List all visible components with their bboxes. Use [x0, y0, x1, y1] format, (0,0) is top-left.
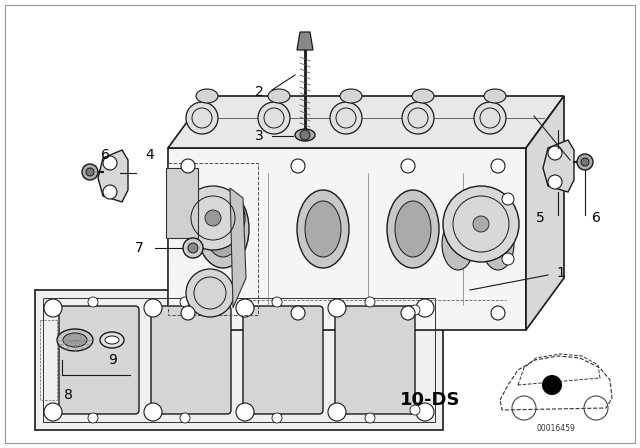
- Circle shape: [365, 413, 375, 423]
- Circle shape: [502, 193, 514, 205]
- Circle shape: [144, 403, 162, 421]
- Polygon shape: [526, 96, 564, 330]
- FancyBboxPatch shape: [59, 306, 139, 414]
- Circle shape: [291, 306, 305, 320]
- Circle shape: [328, 403, 346, 421]
- Circle shape: [416, 299, 434, 317]
- Ellipse shape: [340, 89, 362, 103]
- Ellipse shape: [412, 89, 434, 103]
- Circle shape: [291, 159, 305, 173]
- Circle shape: [186, 269, 234, 317]
- Polygon shape: [297, 32, 313, 50]
- Circle shape: [103, 156, 117, 170]
- Circle shape: [205, 210, 221, 226]
- Circle shape: [144, 299, 162, 317]
- Circle shape: [402, 102, 434, 134]
- FancyBboxPatch shape: [243, 306, 323, 414]
- Circle shape: [542, 375, 562, 395]
- Circle shape: [236, 403, 254, 421]
- Ellipse shape: [482, 218, 514, 270]
- Circle shape: [188, 243, 198, 253]
- Circle shape: [88, 413, 98, 423]
- Circle shape: [416, 403, 434, 421]
- Circle shape: [548, 175, 562, 189]
- FancyBboxPatch shape: [151, 306, 231, 414]
- Ellipse shape: [484, 89, 506, 103]
- Circle shape: [473, 216, 489, 232]
- Circle shape: [581, 158, 589, 166]
- Text: 8: 8: [63, 388, 72, 402]
- Circle shape: [491, 306, 505, 320]
- Ellipse shape: [105, 336, 119, 344]
- Ellipse shape: [100, 332, 124, 348]
- Circle shape: [491, 159, 505, 173]
- Circle shape: [88, 297, 98, 307]
- Text: 7: 7: [135, 241, 144, 255]
- Ellipse shape: [268, 89, 290, 103]
- Circle shape: [180, 297, 190, 307]
- Circle shape: [410, 305, 420, 315]
- Circle shape: [474, 102, 506, 134]
- Polygon shape: [543, 140, 574, 192]
- Text: 9: 9: [108, 353, 117, 367]
- Circle shape: [186, 102, 218, 134]
- Circle shape: [401, 159, 415, 173]
- Circle shape: [82, 164, 98, 180]
- Ellipse shape: [205, 201, 241, 257]
- Text: 6: 6: [101, 148, 110, 162]
- Circle shape: [44, 403, 62, 421]
- Circle shape: [180, 413, 190, 423]
- Circle shape: [272, 297, 282, 307]
- Ellipse shape: [387, 190, 439, 268]
- Text: 4: 4: [145, 148, 154, 162]
- Polygon shape: [98, 150, 128, 202]
- Circle shape: [548, 146, 562, 160]
- Circle shape: [183, 238, 203, 258]
- Circle shape: [181, 159, 195, 173]
- Circle shape: [443, 186, 519, 262]
- Circle shape: [258, 102, 290, 134]
- Ellipse shape: [63, 333, 87, 347]
- Ellipse shape: [197, 190, 249, 268]
- Circle shape: [410, 405, 420, 415]
- Circle shape: [181, 306, 195, 320]
- Circle shape: [236, 299, 254, 317]
- Circle shape: [328, 299, 346, 317]
- Circle shape: [44, 299, 62, 317]
- Circle shape: [401, 306, 415, 320]
- Text: 3: 3: [255, 129, 264, 143]
- Circle shape: [103, 185, 117, 199]
- Text: 6: 6: [592, 211, 601, 225]
- Text: 00016459: 00016459: [536, 423, 575, 432]
- Polygon shape: [166, 168, 198, 238]
- Circle shape: [272, 413, 282, 423]
- Ellipse shape: [295, 129, 315, 141]
- Circle shape: [300, 130, 310, 140]
- Polygon shape: [168, 96, 564, 148]
- Polygon shape: [230, 188, 246, 308]
- Circle shape: [181, 186, 245, 250]
- Ellipse shape: [395, 201, 431, 257]
- Circle shape: [330, 102, 362, 134]
- Text: 10-DS: 10-DS: [400, 391, 460, 409]
- FancyBboxPatch shape: [335, 306, 415, 414]
- Circle shape: [577, 154, 593, 170]
- Ellipse shape: [57, 329, 93, 351]
- Ellipse shape: [305, 201, 341, 257]
- Polygon shape: [35, 290, 443, 430]
- Ellipse shape: [297, 190, 349, 268]
- Circle shape: [365, 297, 375, 307]
- Circle shape: [86, 168, 94, 176]
- Text: 5: 5: [536, 211, 545, 225]
- Ellipse shape: [442, 218, 474, 270]
- Text: 1: 1: [556, 266, 565, 280]
- Ellipse shape: [196, 89, 218, 103]
- Text: 2: 2: [255, 85, 264, 99]
- Polygon shape: [168, 148, 526, 330]
- Circle shape: [502, 253, 514, 265]
